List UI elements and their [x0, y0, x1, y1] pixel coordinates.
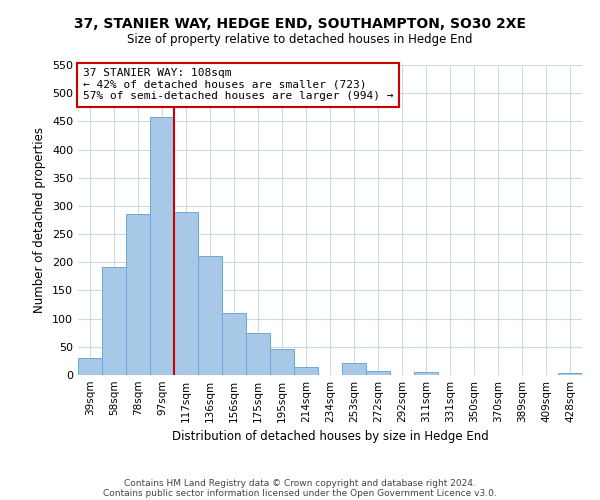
Bar: [198, 256, 222, 375]
X-axis label: Distribution of detached houses by size in Hedge End: Distribution of detached houses by size …: [172, 430, 488, 444]
Bar: [126, 214, 150, 375]
Bar: [270, 348, 294, 375]
Bar: [366, 371, 390, 375]
Y-axis label: Number of detached properties: Number of detached properties: [34, 127, 46, 313]
Bar: [222, 313, 246, 375]
Bar: [174, 212, 198, 375]
Text: Size of property relative to detached houses in Hedge End: Size of property relative to detached ho…: [127, 32, 473, 46]
Bar: [294, 367, 318, 375]
Bar: [150, 117, 174, 375]
Bar: [558, 374, 582, 375]
Bar: [414, 372, 438, 375]
Bar: [246, 334, 270, 375]
Text: Contains HM Land Registry data © Crown copyright and database right 2024.: Contains HM Land Registry data © Crown c…: [124, 478, 476, 488]
Bar: [78, 358, 102, 375]
Bar: [102, 267, 126, 375]
Text: 37, STANIER WAY, HEDGE END, SOUTHAMPTON, SO30 2XE: 37, STANIER WAY, HEDGE END, SOUTHAMPTON,…: [74, 18, 526, 32]
Text: Contains public sector information licensed under the Open Government Licence v3: Contains public sector information licen…: [103, 488, 497, 498]
Bar: [342, 362, 366, 375]
Text: 37 STANIER WAY: 108sqm
← 42% of detached houses are smaller (723)
57% of semi-de: 37 STANIER WAY: 108sqm ← 42% of detached…: [83, 68, 394, 102]
